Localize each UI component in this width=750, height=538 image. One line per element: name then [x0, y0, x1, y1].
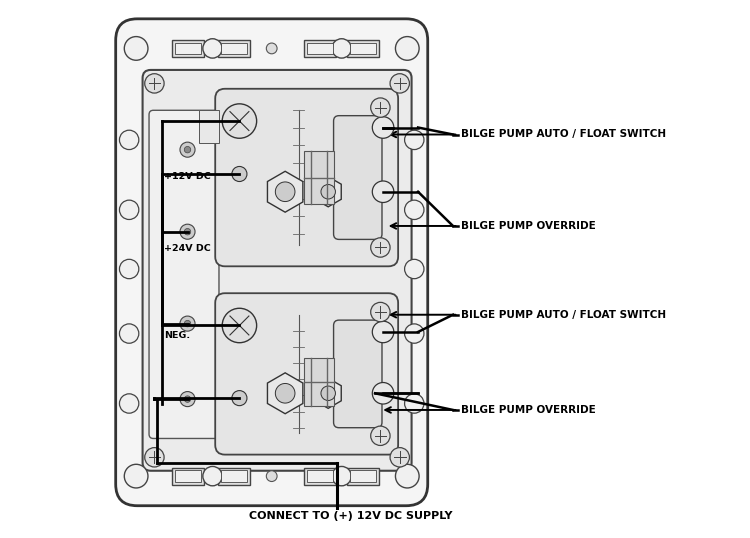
Circle shape — [395, 464, 419, 488]
Circle shape — [275, 384, 295, 403]
Circle shape — [184, 146, 190, 153]
Circle shape — [119, 200, 139, 220]
Circle shape — [404, 394, 424, 413]
FancyBboxPatch shape — [215, 89, 398, 266]
Circle shape — [332, 39, 351, 58]
Circle shape — [372, 383, 394, 404]
Circle shape — [202, 466, 222, 486]
Circle shape — [370, 238, 390, 257]
Bar — [221, 470, 247, 482]
Polygon shape — [315, 176, 341, 207]
Circle shape — [372, 321, 394, 343]
Circle shape — [404, 200, 424, 220]
Circle shape — [222, 308, 256, 343]
Circle shape — [266, 471, 277, 482]
Circle shape — [275, 182, 295, 202]
Circle shape — [184, 321, 190, 327]
FancyBboxPatch shape — [334, 116, 382, 239]
Bar — [304, 151, 334, 204]
Circle shape — [404, 324, 424, 343]
Circle shape — [184, 229, 190, 235]
Circle shape — [180, 224, 195, 239]
FancyBboxPatch shape — [142, 70, 412, 471]
Bar — [218, 468, 250, 485]
Bar — [172, 468, 205, 485]
Text: BILGE PUMP AUTO / FLOAT SWITCH: BILGE PUMP AUTO / FLOAT SWITCH — [461, 130, 666, 139]
Circle shape — [372, 117, 394, 138]
Circle shape — [404, 130, 424, 150]
Circle shape — [119, 130, 139, 150]
FancyBboxPatch shape — [116, 19, 427, 506]
Bar — [172, 40, 205, 57]
Bar — [304, 468, 336, 485]
FancyBboxPatch shape — [334, 320, 382, 428]
Bar — [347, 40, 380, 57]
Bar — [304, 358, 334, 406]
Bar — [221, 43, 247, 54]
Circle shape — [390, 448, 410, 467]
Circle shape — [232, 166, 247, 181]
Circle shape — [321, 386, 335, 400]
Text: NEG.: NEG. — [164, 331, 190, 340]
Bar — [304, 40, 336, 57]
Polygon shape — [268, 373, 303, 414]
Bar — [176, 470, 201, 482]
Text: +24V DC: +24V DC — [164, 244, 211, 253]
Circle shape — [222, 104, 256, 138]
Bar — [347, 468, 380, 485]
Circle shape — [119, 259, 139, 279]
Bar — [350, 43, 376, 54]
Polygon shape — [268, 171, 303, 212]
Circle shape — [232, 391, 247, 406]
Circle shape — [372, 181, 394, 202]
Circle shape — [390, 74, 410, 93]
Polygon shape — [315, 378, 341, 408]
Text: BILGE PUMP OVERRIDE: BILGE PUMP OVERRIDE — [461, 405, 596, 415]
Circle shape — [370, 98, 390, 117]
Bar — [218, 40, 250, 57]
Circle shape — [370, 302, 390, 322]
FancyBboxPatch shape — [149, 110, 219, 438]
Bar — [308, 43, 333, 54]
FancyBboxPatch shape — [215, 293, 398, 455]
Text: CONNECT TO (+) 12V DC SUPPLY: CONNECT TO (+) 12V DC SUPPLY — [249, 512, 452, 521]
Circle shape — [321, 185, 335, 199]
Bar — [176, 43, 201, 54]
Circle shape — [404, 259, 424, 279]
Circle shape — [119, 324, 139, 343]
Circle shape — [202, 39, 222, 58]
Circle shape — [145, 74, 164, 93]
Text: BILGE PUMP AUTO / FLOAT SWITCH: BILGE PUMP AUTO / FLOAT SWITCH — [461, 310, 666, 320]
Circle shape — [180, 392, 195, 407]
Bar — [350, 470, 376, 482]
Circle shape — [370, 426, 390, 445]
Circle shape — [124, 464, 148, 488]
Text: BILGE PUMP OVERRIDE: BILGE PUMP OVERRIDE — [461, 221, 596, 231]
Circle shape — [332, 466, 351, 486]
Circle shape — [119, 394, 139, 413]
Bar — [199, 110, 219, 143]
Circle shape — [184, 396, 190, 402]
Bar — [308, 470, 333, 482]
Circle shape — [395, 37, 419, 60]
Text: +12V DC: +12V DC — [164, 172, 211, 181]
Circle shape — [145, 448, 164, 467]
Circle shape — [180, 316, 195, 331]
Circle shape — [124, 37, 148, 60]
Circle shape — [180, 142, 195, 157]
Circle shape — [266, 43, 277, 54]
